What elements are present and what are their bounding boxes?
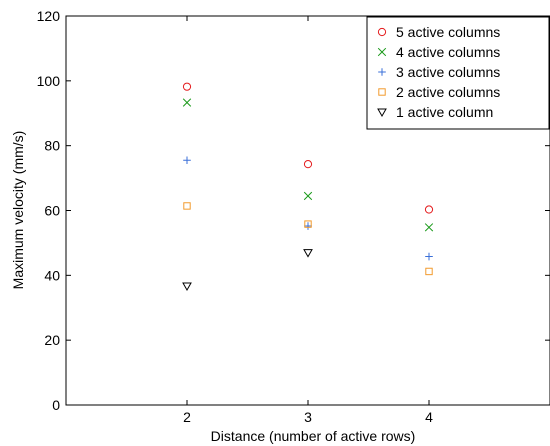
x-tick-label: 4: [425, 409, 433, 425]
data-point: [182, 82, 192, 91]
legend-marker: [377, 27, 387, 37]
legend-label: 2 active columns: [396, 84, 500, 100]
data-point: [303, 191, 313, 201]
legend-box: [366, 16, 550, 130]
y-tick-label: 100: [37, 73, 61, 89]
y-tick-label: 60: [44, 203, 60, 219]
y-tick-label: 120: [37, 8, 61, 24]
y-tick-label: 80: [44, 138, 60, 154]
legend-label: 4 active columns: [396, 44, 500, 60]
data-point: [183, 202, 191, 210]
legend-marker: [377, 108, 387, 118]
data-point: [424, 223, 434, 232]
data-point: [182, 98, 192, 107]
data-point: [183, 156, 191, 165]
data-point: [425, 267, 433, 276]
data-points: [182, 82, 434, 292]
x-tick-label: 3: [304, 409, 312, 425]
data-point: [303, 160, 313, 169]
legend-marker: [378, 68, 386, 76]
legend: 5 active columns 4 active columns 3 active…: [366, 16, 550, 130]
y-axis-label: Maximum velocity (mm/s): [10, 131, 26, 290]
y-tick-label: 0: [52, 397, 60, 413]
x-tick-label: 2: [183, 409, 191, 425]
legend-label: 5 active columns: [396, 24, 500, 40]
y-tick-label: 40: [44, 267, 60, 283]
data-point: [424, 205, 434, 214]
data-point: [425, 252, 433, 261]
data-point: [303, 249, 313, 258]
data-point: [304, 222, 312, 230]
legend-marker: [377, 47, 387, 57]
legend-label: 1 active column: [396, 104, 493, 120]
legend-label: 3 active columns: [396, 64, 500, 80]
legend-marker: [378, 88, 386, 96]
data-point: [304, 220, 312, 228]
x-axis-label: Distance (number of active rows): [211, 428, 416, 444]
data-point: [182, 282, 192, 292]
y-tick-label: 20: [44, 332, 60, 348]
